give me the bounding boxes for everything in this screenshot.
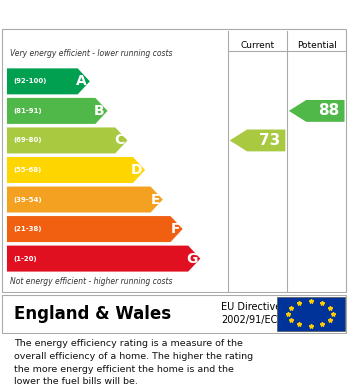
Text: 73: 73 [259,133,280,148]
Text: The energy efficiency rating is a measure of the
overall efficiency of a home. T: The energy efficiency rating is a measur… [14,339,253,386]
Text: (39-54): (39-54) [13,197,42,203]
Text: Energy Efficiency Rating: Energy Efficiency Rating [14,5,254,23]
Text: B: B [94,104,105,118]
Text: D: D [131,163,142,177]
FancyBboxPatch shape [2,295,346,333]
Text: E: E [150,192,160,206]
Text: EU Directive
2002/91/EC: EU Directive 2002/91/EC [221,302,281,325]
Polygon shape [7,246,200,272]
Text: Potential: Potential [297,41,337,50]
Text: (81-91): (81-91) [13,108,42,114]
Polygon shape [7,68,90,94]
Text: 88: 88 [318,103,340,118]
Bar [277,296,345,331]
Polygon shape [289,100,345,122]
Polygon shape [7,98,108,124]
Text: England & Wales: England & Wales [14,305,171,323]
Text: A: A [76,74,87,88]
Text: (69-80): (69-80) [13,138,42,143]
Polygon shape [7,187,163,213]
Text: (55-68): (55-68) [13,167,41,173]
Polygon shape [7,157,145,183]
Text: (21-38): (21-38) [13,226,42,232]
Polygon shape [7,216,183,242]
Text: G: G [186,251,198,265]
Text: Current: Current [240,41,275,50]
Text: Not energy efficient - higher running costs: Not energy efficient - higher running co… [10,277,173,286]
Polygon shape [7,127,127,153]
Text: (1-20): (1-20) [13,256,37,262]
Text: F: F [171,222,180,236]
Text: C: C [114,133,125,147]
Polygon shape [230,129,285,151]
Text: (92-100): (92-100) [13,78,47,84]
Text: Very energy efficient - lower running costs: Very energy efficient - lower running co… [10,49,173,58]
